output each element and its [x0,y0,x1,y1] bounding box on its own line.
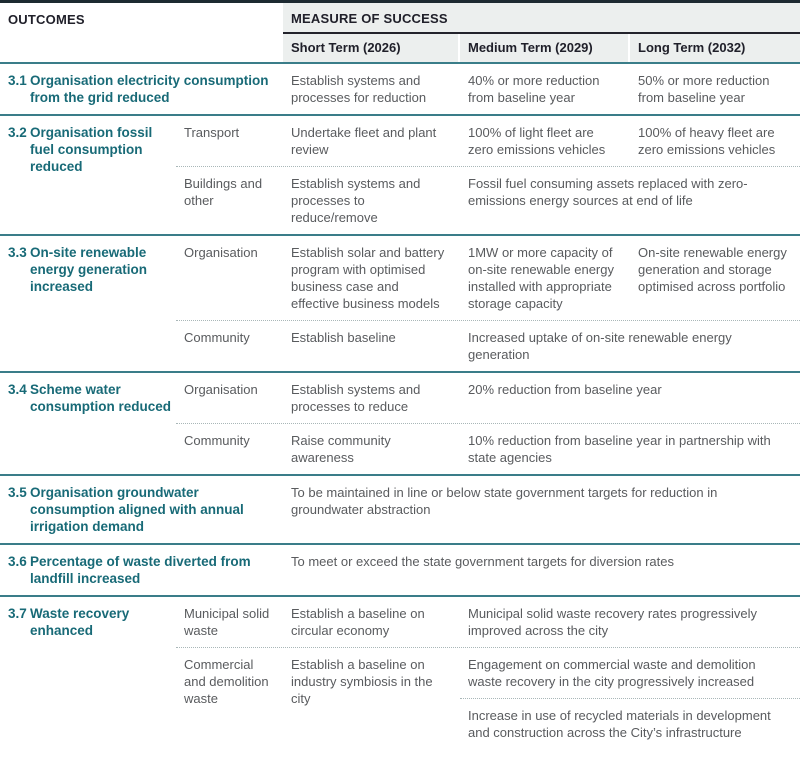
outcome-title: Percentage of waste diverted from landfi… [30,554,251,586]
outcome-number: 3.1 [8,73,27,88]
measure-of-success-header: MEASURE OF SUCCESS [283,3,800,34]
medium-long-term-cell: Fossil fuel consuming assets replaced wi… [468,176,748,208]
medium-long-term-cell: 20% reduction from baseline year [468,382,662,397]
subrow-community: Community Establish baseline Increased u… [176,320,800,371]
outcome-title: Organisation fossil fuel consumption red… [30,125,153,174]
long-term-cell: On-site renewable energy generation and … [638,245,787,294]
short-term-cell: Establish systems and processes to reduc… [291,176,421,225]
medium-term-cell: 100% of light fleet are zero emissions v… [468,125,606,157]
outcome-cell: 3.3 On-site renewable energy generation … [0,236,176,371]
bottom-spacer [0,749,800,757]
outcome-row-3-5: 3.5 Organisation groundwater consumption… [0,474,800,543]
measure-header-group: MEASURE OF SUCCESS Short Term (2026) Med… [283,3,800,62]
outcome-cell: 3.2 Organisation fossil fuel consumption… [0,116,176,234]
short-term-header: Short Term (2026) [283,34,458,62]
subcategory-cell: Commercial and demolition waste [184,657,269,706]
outcome-title: Waste recovery enhanced [30,606,130,638]
subrows: Organisation Establish systems and proce… [176,373,800,474]
subrow-organisation: Organisation Establish systems and proce… [176,373,800,423]
subcategory-cell: Buildings and other [184,176,263,208]
subrow-community: Community Raise community awareness 10% … [176,423,800,474]
outcome-title: Organisation groundwater consumption ali… [30,485,244,534]
subrows: Transport Undertake fleet and plant revi… [176,116,800,234]
outcome-cell: 3.6 Percentage of waste diverted from la… [0,545,283,595]
subrows: Organisation Establish solar and battery… [176,236,800,371]
outcome-number: 3.5 [8,485,27,500]
outcome-row-3-6: 3.6 Percentage of waste diverted from la… [0,543,800,595]
subcategory-cell: Transport [184,125,240,140]
outcome-title: Organisation electricity consumption fro… [30,73,269,105]
short-term-cell: Raise community awareness [291,433,391,465]
long-term-cell: 50% or more reduction from baseline year [638,73,770,105]
subcategory-cell: Organisation [184,245,258,260]
subcategory-cell: Organisation [184,382,258,397]
outcome-title: On-site renewable energy generation incr… [30,245,148,294]
outcome-row-3-4: 3.4 Scheme water consumption reduced Org… [0,371,800,474]
short-term-cell: Undertake fleet and plant review [291,125,437,157]
subcategory-cell: Community [184,433,250,448]
medium-long-term-cell: Municipal solid waste recovery rates pro… [468,606,758,638]
outcome-number: 3.6 [8,554,27,569]
outcome-number: 3.4 [8,382,27,397]
outcomes-header: OUTCOMES [8,12,85,27]
subrows: Municipal solid waste Establish a baseli… [176,597,800,749]
short-term-cell: Establish baseline [291,330,396,345]
outcome-title: Scheme water consumption reduced [30,382,172,414]
medium-term-cell: 1MW or more capacity of on-site renewabl… [468,245,614,311]
subrow-municipal-solid-waste: Municipal solid waste Establish a baseli… [176,597,800,647]
medium-long-term-cell: 10% reduction from baseline year in part… [468,433,771,465]
long-term-header: Long Term (2032) [630,34,800,62]
outcome-row-3-2: 3.2 Organisation fossil fuel consumption… [0,114,800,234]
long-term-cell: 100% of heavy fleet are zero emissions v… [638,125,776,157]
short-term-cell: Establish systems and processes to reduc… [291,382,421,414]
outcome-number: 3.2 [8,125,27,140]
table-header: OUTCOMES MEASURE OF SUCCESS Short Term (… [0,3,800,62]
subrow-organisation: Organisation Establish solar and battery… [176,236,800,320]
medium-long-term-cell: Increased uptake of on-site renewable en… [468,330,732,362]
subrow-commercial-demolition-waste: Commercial and demolition waste Establis… [176,647,800,749]
medium-long-term-cell: Engagement on commercial waste and demol… [468,657,756,689]
medium-long-term-stack: Engagement on commercial waste and demol… [460,648,800,749]
short-term-cell: Establish a baseline on industry symbios… [291,657,433,706]
short-term-cell: Establish a baseline on circular economy [291,606,425,638]
outcome-cell: 3.5 Organisation groundwater consumption… [0,476,283,543]
outcome-number: 3.3 [8,245,27,260]
all-terms-cell: To be maintained in line or below state … [291,485,718,517]
subrow-transport: Transport Undertake fleet and plant revi… [176,116,800,166]
term-headers: Short Term (2026) Medium Term (2029) Lon… [283,34,800,62]
medium-long-term-cell: Increase in use of recycled materials in… [460,698,800,749]
outcome-cell: 3.7 Waste recovery enhanced [0,597,176,749]
subrow-buildings-and-other: Buildings and other Establish systems an… [176,166,800,234]
all-terms-cell: To meet or exceed the state government t… [291,554,674,569]
short-term-cell: Establish solar and battery program with… [291,245,445,311]
outcome-row-3-3: 3.3 On-site renewable energy generation … [0,234,800,371]
medium-term-header: Medium Term (2029) [460,34,628,62]
outcome-row-3-7: 3.7 Waste recovery enhanced Municipal so… [0,595,800,749]
medium-term-cell: 40% or more reduction from baseline year [468,73,600,105]
subcategory-cell: Community [184,330,250,345]
outcome-row-3-1: 3.1 Organisation electricity consumption… [0,62,800,114]
outcome-number: 3.7 [8,606,27,621]
outcome-cell: 3.4 Scheme water consumption reduced [0,373,176,474]
subcategory-cell: Municipal solid waste [184,606,270,638]
outcome-cell: 3.1 Organisation electricity consumption… [0,64,283,114]
short-term-cell: Establish systems and processes for redu… [291,73,427,105]
